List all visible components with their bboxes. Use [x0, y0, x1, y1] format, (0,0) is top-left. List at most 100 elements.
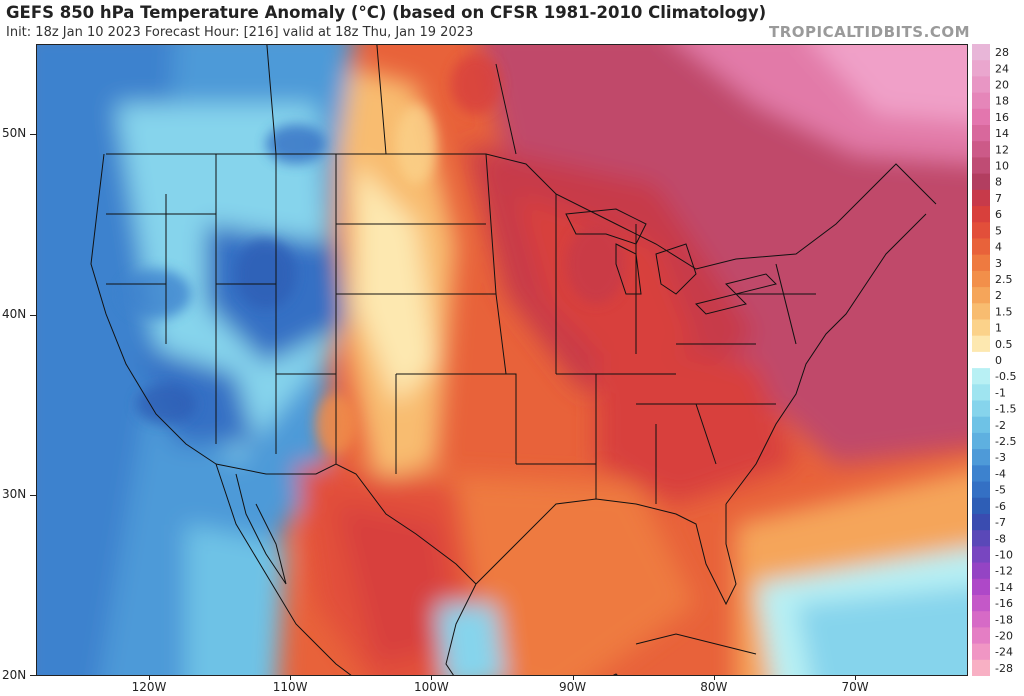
- colorbar-label: -1: [995, 386, 1006, 399]
- colorbar-swatch: [972, 368, 990, 385]
- colorbar-label: 12: [995, 143, 1009, 156]
- lon-tick: [572, 676, 574, 680]
- colorbar-label: -3: [995, 451, 1006, 464]
- colorbar-label: -28: [995, 662, 1013, 675]
- colorbar-label: -20: [995, 629, 1013, 642]
- lon-tick: [290, 676, 292, 680]
- colorbar-swatch: [972, 76, 990, 94]
- lat-tick: [30, 314, 36, 316]
- colorbar-label: -1.5: [995, 403, 1016, 416]
- colorbar-label: 7: [995, 192, 1002, 205]
- colorbar-label: 8: [995, 176, 1002, 189]
- atlantic-coastline: [725, 213, 927, 505]
- colorbar-swatch: [972, 432, 990, 450]
- colorbar-labels: 28 24 20 18 16 14 12 10 8 7 6 5 4 3 2.5 2 1.5 1 0.5 0 -0.5 -1…: [995, 46, 1016, 675]
- lon-label: 120W: [131, 680, 167, 694]
- colorbar-swatch: [972, 238, 990, 256]
- colorbar-swatch: [972, 125, 990, 142]
- chart-subtitle: Init: 18z Jan 10 2023 Forecast Hour: [21…: [6, 25, 474, 40]
- colorbar-swatch: [972, 351, 990, 369]
- colorbar-label: -18: [995, 613, 1013, 626]
- colorbar-label: -14: [995, 581, 1013, 594]
- colorbar-swatch: [972, 546, 990, 564]
- colorbar-label: 4: [995, 241, 1002, 254]
- colorbar-swatch: [972, 530, 990, 547]
- colorbar-label: -12: [995, 565, 1013, 578]
- lon-label: 110W: [272, 680, 308, 694]
- colorbar-swatch: [972, 416, 990, 434]
- colorbar-swatch: [972, 513, 990, 531]
- us-canada-border: [106, 153, 937, 270]
- colorbar-swatch: [972, 303, 990, 320]
- chart-title: GEFS 850 hPa Temperature Anomaly (°C) (b…: [6, 3, 767, 22]
- colorbar-label: -2: [995, 419, 1006, 432]
- lat-tick: [30, 675, 36, 676]
- lat-label: 20N: [2, 668, 27, 682]
- colorbar-label: 14: [995, 127, 1009, 140]
- great-lakes: [565, 208, 647, 245]
- lat-label: 40N: [2, 306, 27, 321]
- colorbar-swatch: [972, 287, 990, 304]
- colorbar-swatch: [972, 141, 990, 158]
- colorbar-label: -16: [995, 597, 1013, 610]
- longitude-axis: 120W 110W 100W 90W 80W 70W: [36, 676, 968, 696]
- brand-watermark: TROPICALTIDBITS.COM: [769, 23, 970, 41]
- lon-label: 100W: [414, 680, 449, 694]
- colorbar-label: -8: [995, 532, 1006, 545]
- colorbar-label: 28: [995, 46, 1009, 59]
- colorbar-swatch: [972, 578, 990, 596]
- colorbar-swatch: [972, 157, 990, 175]
- lon-label: 90W: [559, 680, 587, 694]
- colorbar-swatch: [972, 384, 990, 402]
- colorbar-label: 16: [995, 111, 1009, 124]
- lon-tick: [855, 676, 857, 680]
- colorbar-swatch: [972, 400, 990, 418]
- lon-label: 70W: [841, 680, 869, 694]
- colorbar-label: 18: [995, 95, 1009, 108]
- colorbar-swatch: [972, 60, 990, 77]
- lon-label: 80W: [700, 680, 728, 694]
- lat-tick: [30, 134, 36, 136]
- colorbar-swatch: [972, 627, 990, 645]
- colorbar-label: -0.5: [995, 370, 1016, 383]
- anomaly-field: [36, 44, 968, 676]
- colorbar-label: 3: [995, 257, 1002, 270]
- colorbar-swatches: [968, 44, 990, 676]
- colorbar-swatch: [972, 659, 990, 676]
- colorbar-swatch: [972, 108, 990, 126]
- colorbar-label: 6: [995, 208, 1002, 221]
- colorbar-label: 24: [995, 62, 1009, 75]
- lon-tick: [713, 676, 715, 680]
- colorbar-label: 10: [995, 160, 1009, 173]
- colorbar-swatch: [972, 270, 990, 288]
- colorbar-label: -4: [995, 467, 1006, 480]
- colorbar-swatch: [972, 44, 990, 61]
- colorbar-label: 0: [995, 354, 1002, 367]
- colorbar-swatch: [972, 335, 990, 353]
- colorbar-swatch: [972, 562, 990, 580]
- colorbar-swatch: [972, 222, 990, 239]
- colorbar-label: -2.5: [995, 435, 1016, 448]
- colorbar-swatch: [972, 449, 990, 466]
- lat-label: 30N: [2, 487, 27, 502]
- colorbar-label: 0.5: [995, 338, 1013, 351]
- lon-tick: [431, 676, 433, 680]
- us-mexico-border: [215, 463, 477, 585]
- colorbar-swatch: [972, 594, 990, 612]
- colorbar-swatch: [972, 173, 990, 191]
- colorbar-label: 1: [995, 322, 1002, 335]
- colorbar-swatch: [972, 465, 990, 483]
- colorbar-label: -5: [995, 484, 1006, 497]
- header: GEFS 850 hPa Temperature Anomaly (°C) (b…: [0, 0, 1024, 44]
- latitude-axis: 50N 40N 30N 20N: [0, 44, 36, 684]
- colorbar-label: -24: [995, 646, 1013, 659]
- lat-label: 50N: [2, 126, 27, 141]
- lat-tick: [30, 495, 36, 497]
- colorbar-gap: [968, 44, 972, 676]
- boundaries: [90, 44, 937, 676]
- colorbar-swatch: [972, 497, 990, 515]
- colorbar-label: 20: [995, 79, 1009, 92]
- region-southeast-warm: [596, 344, 796, 504]
- colorbar-swatch: [972, 206, 990, 223]
- colorbar-swatch: [972, 319, 990, 337]
